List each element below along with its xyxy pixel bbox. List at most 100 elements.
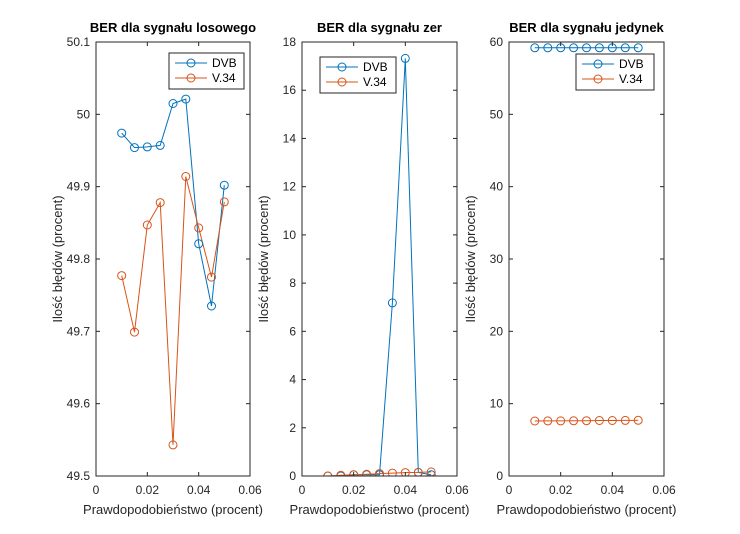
x-tick-label: 0.06 [445,483,469,497]
legend-marker [337,77,347,87]
data-point [400,53,410,63]
data-point [569,43,579,53]
data-point [400,468,410,476]
x-tick-label: 0.02 [342,483,366,497]
y-tick-label: 10 [283,228,297,242]
data-point [168,99,178,108]
data-point [543,43,553,53]
y-tick-label: 12 [283,180,297,194]
data-point [323,471,333,476]
legend-marker [337,62,347,72]
data-point [607,416,617,425]
plot-area [96,42,250,476]
chart-title: BER dla sygnału losowego [90,20,256,35]
data-point [219,180,229,190]
plot-area [302,42,457,476]
y-tick-label: 0 [496,469,503,483]
y-tick-label: 14 [283,131,297,145]
data-point [620,43,630,53]
data-point [556,416,566,426]
data-point [633,43,643,53]
y-tick-label: 49.5 [67,469,91,483]
data-point [207,272,216,282]
data-point [181,94,191,104]
y-axis-label: Ilość błędów (procent) [256,195,271,322]
x-tick-label: 0.06 [238,483,262,497]
legend-marker [593,59,603,69]
x-axis-label: Prawdopodobieństwo (procent) [497,502,677,517]
data-point [530,416,540,426]
data-point [155,198,165,208]
legend-marker [593,74,603,84]
data-point [594,416,604,425]
legend-entry: DVB [212,56,237,70]
data-point [387,468,397,476]
legend-entry: V.34 [619,72,643,86]
y-tick-label: 40 [490,180,504,194]
legend-marker [186,73,196,83]
data-point [168,440,178,450]
y-tick-label: 4 [289,373,296,387]
chart-title: BER dla sygnału jedynek [509,20,664,35]
data-point [582,416,591,426]
data-point [387,298,397,308]
y-tick-label: 49.8 [67,252,91,266]
data-point [336,470,346,476]
legend-entry: V.34 [212,71,236,85]
legend-marker [186,58,196,68]
y-tick-label: 8 [289,276,296,290]
legend-box [575,53,655,91]
y-tick-label: 10 [490,397,504,411]
data-point [207,301,216,311]
x-tick-label: 0 [93,483,100,497]
x-tick-label: 0.04 [394,483,418,497]
data-point [543,416,553,426]
data-point [194,223,204,233]
y-tick-label: 50.1 [67,35,91,49]
data-point [194,239,204,249]
data-point [582,43,591,53]
data-point [375,469,384,476]
x-axis-label: Prawdopodobieństwo (procent) [83,502,263,517]
chart-title: BER dla sygnału zer [317,20,442,35]
y-tick-label: 16 [283,83,297,97]
plot-area [509,42,664,476]
x-tick-label: 0.04 [187,483,211,497]
data-point [142,220,152,230]
data-point [594,43,604,53]
data-point [130,143,139,153]
data-point [362,469,372,476]
legend-entry: V.34 [363,75,387,89]
data-point [336,471,346,476]
x-tick-label: 0 [299,483,306,497]
series-line-v-34 [121,176,225,445]
data-point [219,197,229,207]
y-tick-label: 50 [77,107,91,121]
x-axis-label: Prawdopodobieństwo (procent) [290,502,470,517]
y-axis-label: Ilość błędów (procent) [50,195,65,322]
data-point [117,271,127,281]
y-tick-label: 6 [289,324,296,338]
x-tick-label: 0.02 [136,483,160,497]
chart-panel-1: 0 0.02 0.04 0.06 49.5 49.6 49.7 49.8 49.9 50 50.1B… [50,20,263,517]
x-tick-label: 0.02 [549,483,573,497]
data-point [530,43,540,53]
y-tick-label: 60 [490,35,504,49]
data-point [181,172,191,181]
legend-box [319,56,397,94]
y-tick-label: 20 [490,324,504,338]
x-tick-label: 0 [506,483,513,497]
data-point [349,470,359,476]
y-tick-label: 49.7 [67,324,91,338]
x-tick-label: 0.06 [652,483,676,497]
data-point [117,128,127,138]
data-point [620,415,630,425]
series-group [530,43,643,426]
y-tick-label: 50 [490,107,504,121]
data-point [633,415,643,425]
data-point [569,416,579,426]
y-tick-label: 0 [289,469,296,483]
y-tick-label: 49.6 [67,397,91,411]
